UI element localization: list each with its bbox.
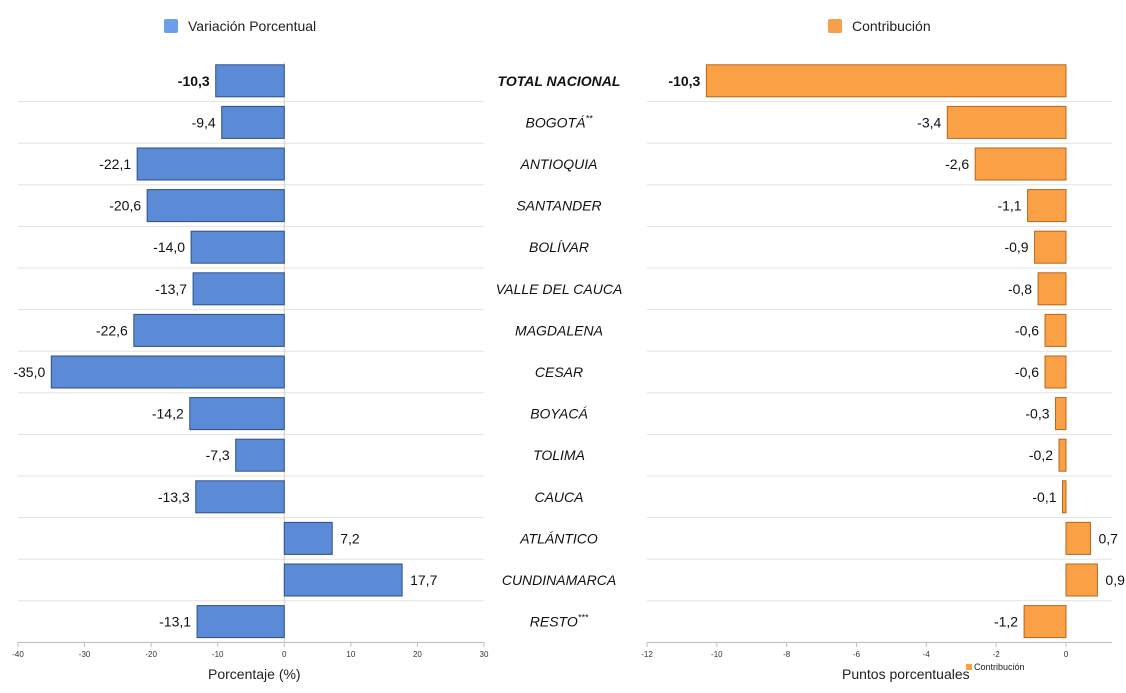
left-bar	[196, 605, 285, 639]
left-bar	[189, 397, 285, 431]
right-bar	[705, 64, 1067, 98]
right-tick-label: -8	[783, 650, 791, 659]
right-data-label: 0,7	[1098, 530, 1118, 546]
left-data-label: 17,7	[410, 572, 437, 588]
mini-legend-swatch	[966, 664, 972, 670]
left-data-label: 7,2	[340, 530, 360, 546]
left-data-label: -14,2	[152, 406, 184, 422]
right-data-label: -0,1	[1032, 489, 1056, 505]
left-data-label: -13,3	[158, 489, 190, 505]
left-data-label: -35,0	[13, 364, 45, 380]
left-bar	[215, 64, 285, 98]
category-label: CUNDINAMARCA	[502, 572, 616, 588]
legend-contribucion-label: Contribución	[852, 18, 931, 34]
right-data-label: -0,6	[1015, 364, 1039, 380]
right-bar	[1062, 480, 1067, 514]
left-tick-label: 30	[480, 650, 489, 659]
left-data-label: -9,4	[192, 114, 216, 130]
mini-legend: Contribución	[966, 662, 1025, 672]
right-data-label: -2,6	[945, 156, 969, 172]
left-data-label: -22,1	[99, 156, 131, 172]
category-label: ATLÁNTICO	[519, 530, 598, 546]
right-bar	[1065, 521, 1091, 555]
left-data-label: -13,1	[159, 614, 191, 630]
right-data-label: 0,9	[1105, 572, 1125, 588]
right-data-label: -1,2	[994, 614, 1018, 630]
right-data-label: -0,2	[1029, 447, 1053, 463]
left-bar	[195, 480, 285, 514]
legend-contribucion: Contribución	[828, 16, 931, 36]
right-data-label: -10,3	[668, 73, 700, 89]
category-label: ANTIOQUIA	[519, 156, 597, 172]
left-bar	[50, 355, 285, 389]
right-data-label: -0,8	[1008, 281, 1032, 297]
left-tick-label: -40	[12, 650, 24, 659]
category-label: BOGOTÁ**	[526, 113, 593, 130]
right-tick-label: -4	[923, 650, 931, 659]
left-bar	[136, 147, 285, 181]
right-tick-label: -10	[711, 650, 723, 659]
left-data-label: -20,6	[109, 198, 141, 214]
left-bar	[283, 563, 403, 597]
left-bar	[133, 313, 285, 347]
category-label: TOLIMA	[533, 447, 585, 463]
category-label: TOTAL NACIONAL	[498, 73, 621, 89]
legend-variacion-swatch	[164, 19, 178, 33]
left-tick-label: -30	[79, 650, 91, 659]
right-tick-label: -6	[853, 650, 861, 659]
right-bar	[1065, 563, 1098, 597]
right-bar	[1044, 313, 1067, 347]
right-axis-title: Puntos porcentuales	[842, 666, 970, 682]
right-bar	[1044, 355, 1067, 389]
left-axis-title: Porcentaje (%)	[208, 666, 301, 682]
right-tick-label: -2	[993, 650, 1001, 659]
right-data-label: -1,1	[997, 198, 1021, 214]
right-bar	[1023, 605, 1067, 639]
left-data-label: -10,3	[178, 73, 210, 89]
right-bar	[974, 147, 1067, 181]
right-bar	[1058, 438, 1067, 472]
legend-contribucion-swatch	[828, 19, 842, 33]
left-data-label: -22,6	[96, 322, 128, 338]
left-bar	[190, 230, 285, 264]
right-data-label: -0,3	[1025, 406, 1049, 422]
legend-variacion-label: Variación Porcentual	[188, 18, 317, 34]
right-bar	[1037, 272, 1067, 306]
right-data-label: -3,4	[917, 114, 941, 130]
left-bar	[235, 438, 285, 472]
right-bar	[1034, 230, 1067, 264]
left-data-label: -7,3	[206, 447, 230, 463]
category-label: CAUCA	[534, 489, 583, 505]
left-data-label: -13,7	[155, 281, 187, 297]
right-bar	[1027, 189, 1067, 223]
right-tick-label: -12	[641, 650, 653, 659]
mini-legend-label: Contribución	[974, 662, 1025, 672]
legend-variacion: Variación Porcentual	[164, 16, 316, 36]
left-tick-label: 20	[413, 650, 422, 659]
right-data-label: -0,6	[1015, 322, 1039, 338]
category-label: MAGDALENA	[515, 322, 603, 338]
right-tick-label: 0	[1064, 650, 1069, 659]
category-label: RESTO***	[530, 613, 589, 630]
left-bar	[283, 521, 333, 555]
left-bar	[192, 272, 285, 306]
category-label: SANTANDER	[516, 198, 601, 214]
right-data-label: -0,9	[1004, 239, 1028, 255]
category-label: BOLÍVAR	[529, 239, 589, 255]
left-tick-label: 0	[282, 650, 287, 659]
left-tick-label: 10	[346, 650, 355, 659]
category-label: BOYACÁ	[530, 406, 588, 422]
category-label: CESAR	[535, 364, 583, 380]
left-bar	[221, 105, 285, 139]
category-label: VALLE DEL CAUCA	[496, 281, 623, 297]
left-bar	[146, 189, 285, 223]
left-tick-label: -20	[145, 650, 157, 659]
right-bar	[1055, 397, 1067, 431]
left-tick-label: -10	[212, 650, 224, 659]
left-data-label: -14,0	[153, 239, 185, 255]
right-bar	[946, 105, 1067, 139]
